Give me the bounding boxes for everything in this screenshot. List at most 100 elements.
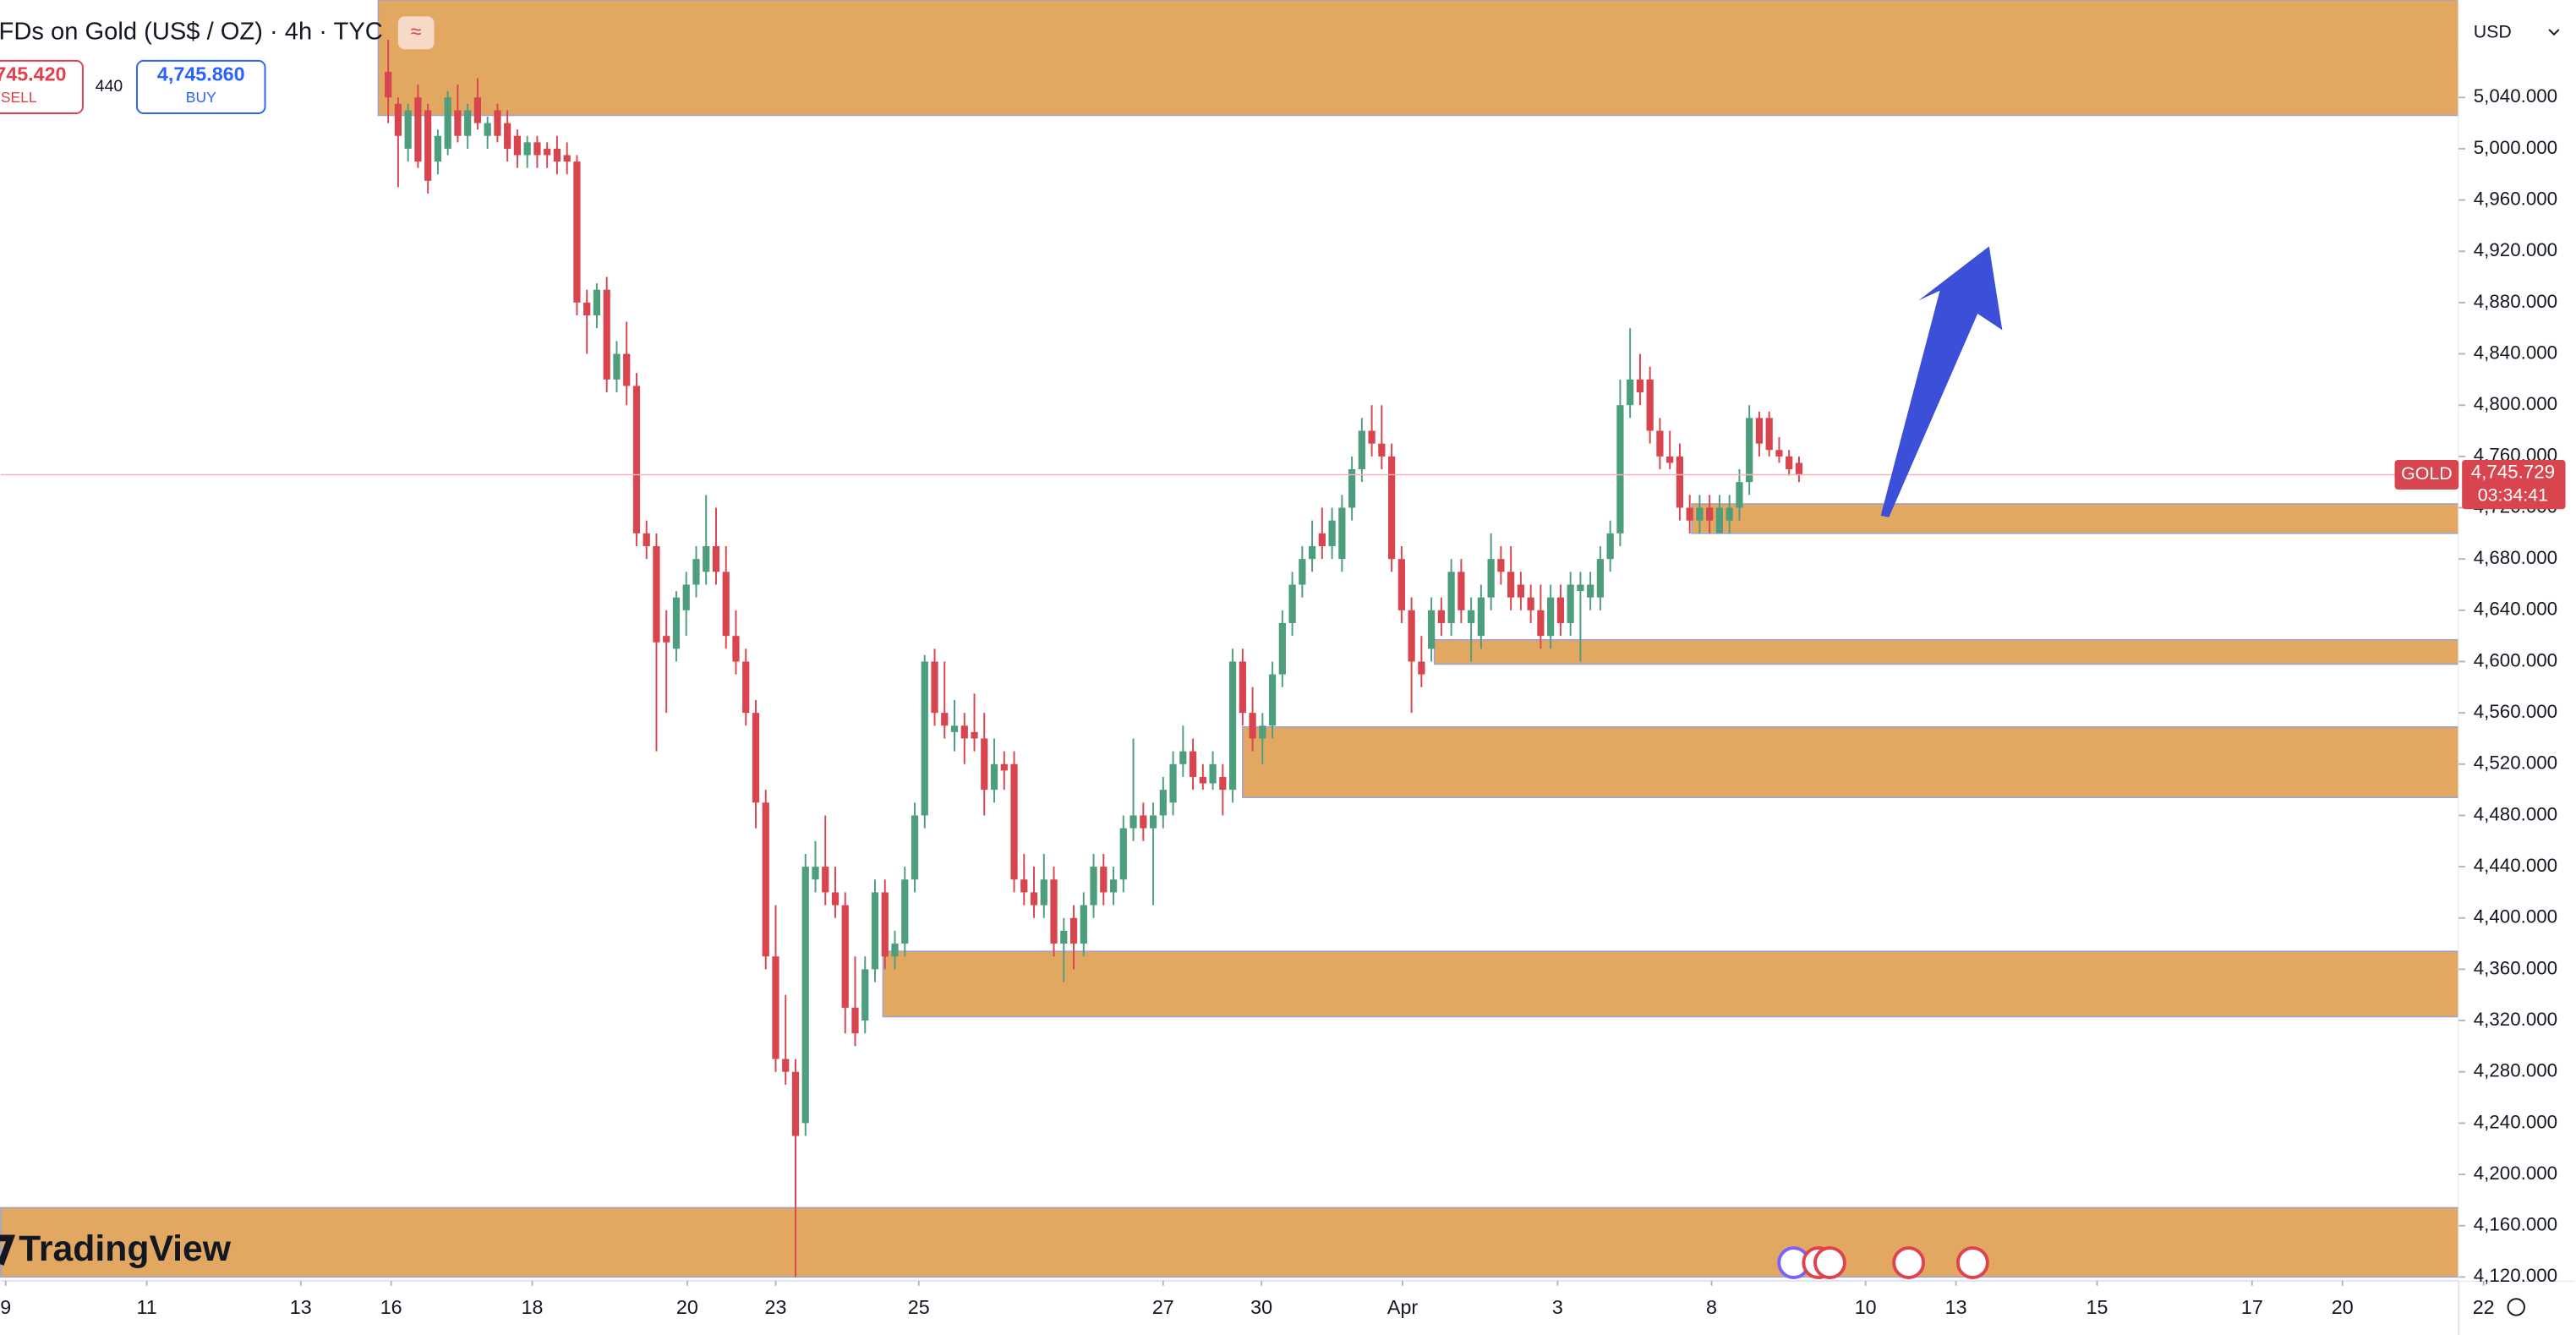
- price-label: 4,745.729: [2471, 461, 2555, 482]
- candle-body: [1209, 763, 1217, 784]
- candle-body: [1468, 610, 1475, 623]
- settings-icon[interactable]: [2507, 1298, 2525, 1316]
- candle-body: [1149, 815, 1157, 829]
- x-tick-label: 13: [1945, 1296, 1967, 1318]
- candle-body: [1020, 879, 1028, 893]
- event-icon[interactable]: [1955, 1246, 1989, 1279]
- candle-body: [1726, 507, 1733, 521]
- buy-price[interactable]: 4,745.860: [157, 63, 245, 85]
- candle-body: [1397, 559, 1405, 610]
- event-icon[interactable]: [1892, 1246, 1926, 1279]
- candle-body: [544, 148, 551, 156]
- y-tick-label: 4,400.000: [2474, 906, 2557, 927]
- candle-body: [1228, 661, 1237, 791]
- y-tick-label: 4,360.000: [2474, 957, 2557, 978]
- candle-body: [613, 353, 621, 380]
- candle-body: [1179, 751, 1187, 764]
- candle-body: [1348, 469, 1356, 508]
- candle-body: [1428, 610, 1436, 649]
- candle-body: [1775, 450, 1783, 457]
- buy-label[interactable]: BUY: [186, 89, 216, 106]
- candle-body: [404, 110, 412, 149]
- candle-body: [513, 135, 522, 156]
- candle-body: [494, 110, 501, 136]
- indicator-icon[interactable]: [397, 16, 435, 50]
- candle-body: [1746, 418, 1753, 483]
- title: CFDs on Gold (US$ / OZ) · 4h · TYC: [0, 19, 383, 46]
- zone: [377, 0, 2460, 117]
- zone: [1691, 503, 2460, 534]
- candle-body: [682, 584, 690, 610]
- candle-body: [1765, 418, 1773, 451]
- candle-body: [1517, 584, 1525, 598]
- candle-body: [960, 725, 968, 739]
- candle-body: [523, 142, 531, 156]
- candle-body: [1140, 815, 1147, 829]
- candle-body: [1030, 892, 1038, 906]
- x-tick-label: 15: [2087, 1296, 2108, 1318]
- candle-body: [692, 559, 700, 585]
- candle-body: [1239, 661, 1246, 714]
- candle-body: [1387, 456, 1396, 560]
- candle-body: [1686, 507, 1693, 521]
- dropdown-icon[interactable]: [2548, 29, 2560, 36]
- candle-body: [1219, 776, 1227, 791]
- candle-body: [643, 533, 650, 546]
- y-tick-label: 4,480.000: [2474, 803, 2557, 824]
- candle-body: [901, 879, 909, 944]
- candle-body: [1378, 443, 1386, 457]
- candle-body: [533, 142, 541, 156]
- candle-body: [1010, 763, 1018, 880]
- currency[interactable]: USD: [2474, 21, 2512, 41]
- candle-body: [822, 867, 829, 893]
- candle-body: [593, 289, 601, 316]
- candle-body: [473, 97, 482, 123]
- candle-body: [1507, 572, 1515, 598]
- candle-body: [623, 353, 631, 386]
- candle-body: [851, 1007, 859, 1034]
- x-tick-label: 25: [908, 1296, 930, 1318]
- candle-body: [1109, 879, 1118, 893]
- candle-body: [464, 110, 472, 136]
- y-tick-label: 4,600.000: [2474, 649, 2557, 670]
- sell-button[interactable]: [0, 59, 84, 114]
- candle-body: [941, 713, 949, 726]
- candle-body: [603, 289, 610, 380]
- x-tick-label: 13: [290, 1296, 312, 1318]
- candle-body: [831, 892, 840, 906]
- candle-body: [742, 661, 750, 714]
- candle-body: [1437, 610, 1445, 623]
- candle-body: [1786, 456, 1793, 470]
- event-icon[interactable]: [1813, 1246, 1846, 1279]
- sell-price[interactable]: 4,745.420: [0, 63, 67, 85]
- indicator-glyph[interactable]: ≈: [411, 20, 422, 42]
- y-tick-label: 4,840.000: [2474, 342, 2557, 363]
- candle-body: [712, 545, 720, 572]
- candle-body: [881, 892, 889, 957]
- candle-body: [1527, 597, 1534, 610]
- buy-button[interactable]: [136, 59, 266, 114]
- candle-body: [1556, 597, 1565, 623]
- x-tick-label: 10: [1855, 1296, 1877, 1318]
- candle-body: [1676, 456, 1684, 508]
- candle-body: [1755, 418, 1764, 444]
- candle-body: [1418, 661, 1425, 675]
- logo: [0, 1234, 16, 1266]
- candle-body: [971, 731, 978, 739]
- sell-label[interactable]: SELL: [1, 89, 37, 106]
- candle-body: [1080, 905, 1087, 944]
- candle-body: [1368, 430, 1376, 444]
- candle-body: [931, 661, 938, 714]
- candle-body: [732, 636, 740, 662]
- candle-body: [891, 944, 899, 957]
- candle-body: [1119, 828, 1127, 880]
- x-tick-label: 9: [0, 1296, 11, 1318]
- candle-body: [1627, 379, 1634, 406]
- candle-body: [385, 71, 392, 98]
- candle-body: [782, 1059, 790, 1072]
- y-tick-label: 4,520.000: [2474, 752, 2557, 774]
- price-countdown: 03:34:41: [2478, 484, 2548, 505]
- y-tick-label: 5,000.000: [2474, 137, 2557, 158]
